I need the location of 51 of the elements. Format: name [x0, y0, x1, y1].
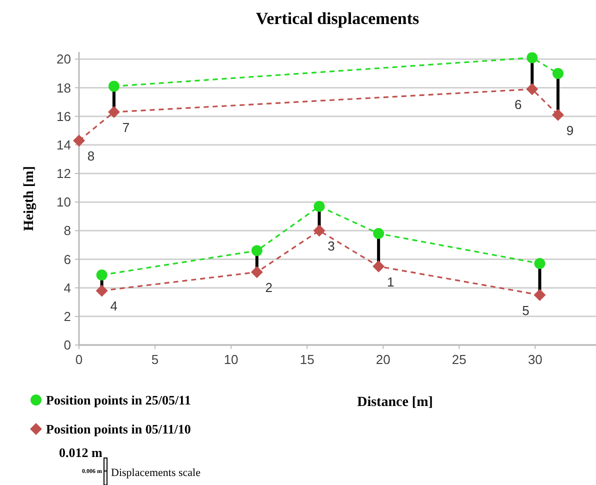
x-tick-label: 30 [528, 352, 542, 367]
point [534, 288, 546, 301]
point [534, 258, 546, 270]
point [313, 224, 326, 237]
x-axis-title: Distance [m] [357, 395, 433, 410]
point [108, 106, 120, 118]
x-tick-label: 25 [452, 352, 466, 367]
legend-label: Position points in 05/11/10 [46, 422, 191, 437]
point [108, 80, 120, 92]
text: Displacements scale [111, 466, 201, 479]
annotation: 1 [386, 274, 394, 290]
x-tick-label: 20 [376, 352, 390, 367]
y-tick-label: 16 [56, 108, 71, 124]
x-tick-label: 10 [224, 352, 238, 367]
annotation: 8 [87, 148, 95, 164]
annotation: 7 [122, 120, 130, 136]
text: 0.012 m [59, 445, 102, 460]
y-tick-label: 6 [64, 252, 71, 267]
point [96, 284, 108, 297]
point [372, 260, 385, 272]
y-tick-label: 12 [56, 166, 71, 182]
y-tick-label: 20 [56, 52, 71, 67]
annotation: 5 [522, 302, 530, 318]
point [314, 200, 325, 212]
point [251, 245, 262, 256]
point [73, 134, 85, 147]
legend-label: Position points in 25/05/11 [46, 392, 191, 408]
point [552, 108, 564, 121]
point [552, 68, 564, 79]
x-tick-label: 5 [151, 352, 159, 367]
annotation: 3 [328, 238, 335, 254]
y-tick-label: 18 [56, 80, 71, 96]
annotation: 2 [265, 280, 273, 296]
point [250, 266, 263, 278]
point [96, 269, 108, 280]
y-tick-label: 14 [56, 137, 71, 152]
y-tick-label: 8 [64, 223, 71, 238]
y-axis-title: Heigth [m] [22, 166, 37, 231]
y-tick-label: 2 [64, 308, 71, 324]
y-tick-label: 0 [64, 338, 71, 353]
chart-title: Vertical displacements [256, 9, 420, 28]
x-tick-label: 0 [75, 352, 83, 367]
point [526, 52, 538, 64]
annotation: 6 [514, 97, 522, 112]
point [526, 83, 538, 96]
point [373, 228, 384, 240]
y-tick-label: 4 [64, 280, 71, 296]
annotation: 9 [566, 122, 574, 138]
annotation: 4 [110, 298, 118, 314]
y-tick-label: 10 [56, 194, 71, 210]
x-tick-label: 15 [300, 352, 314, 367]
